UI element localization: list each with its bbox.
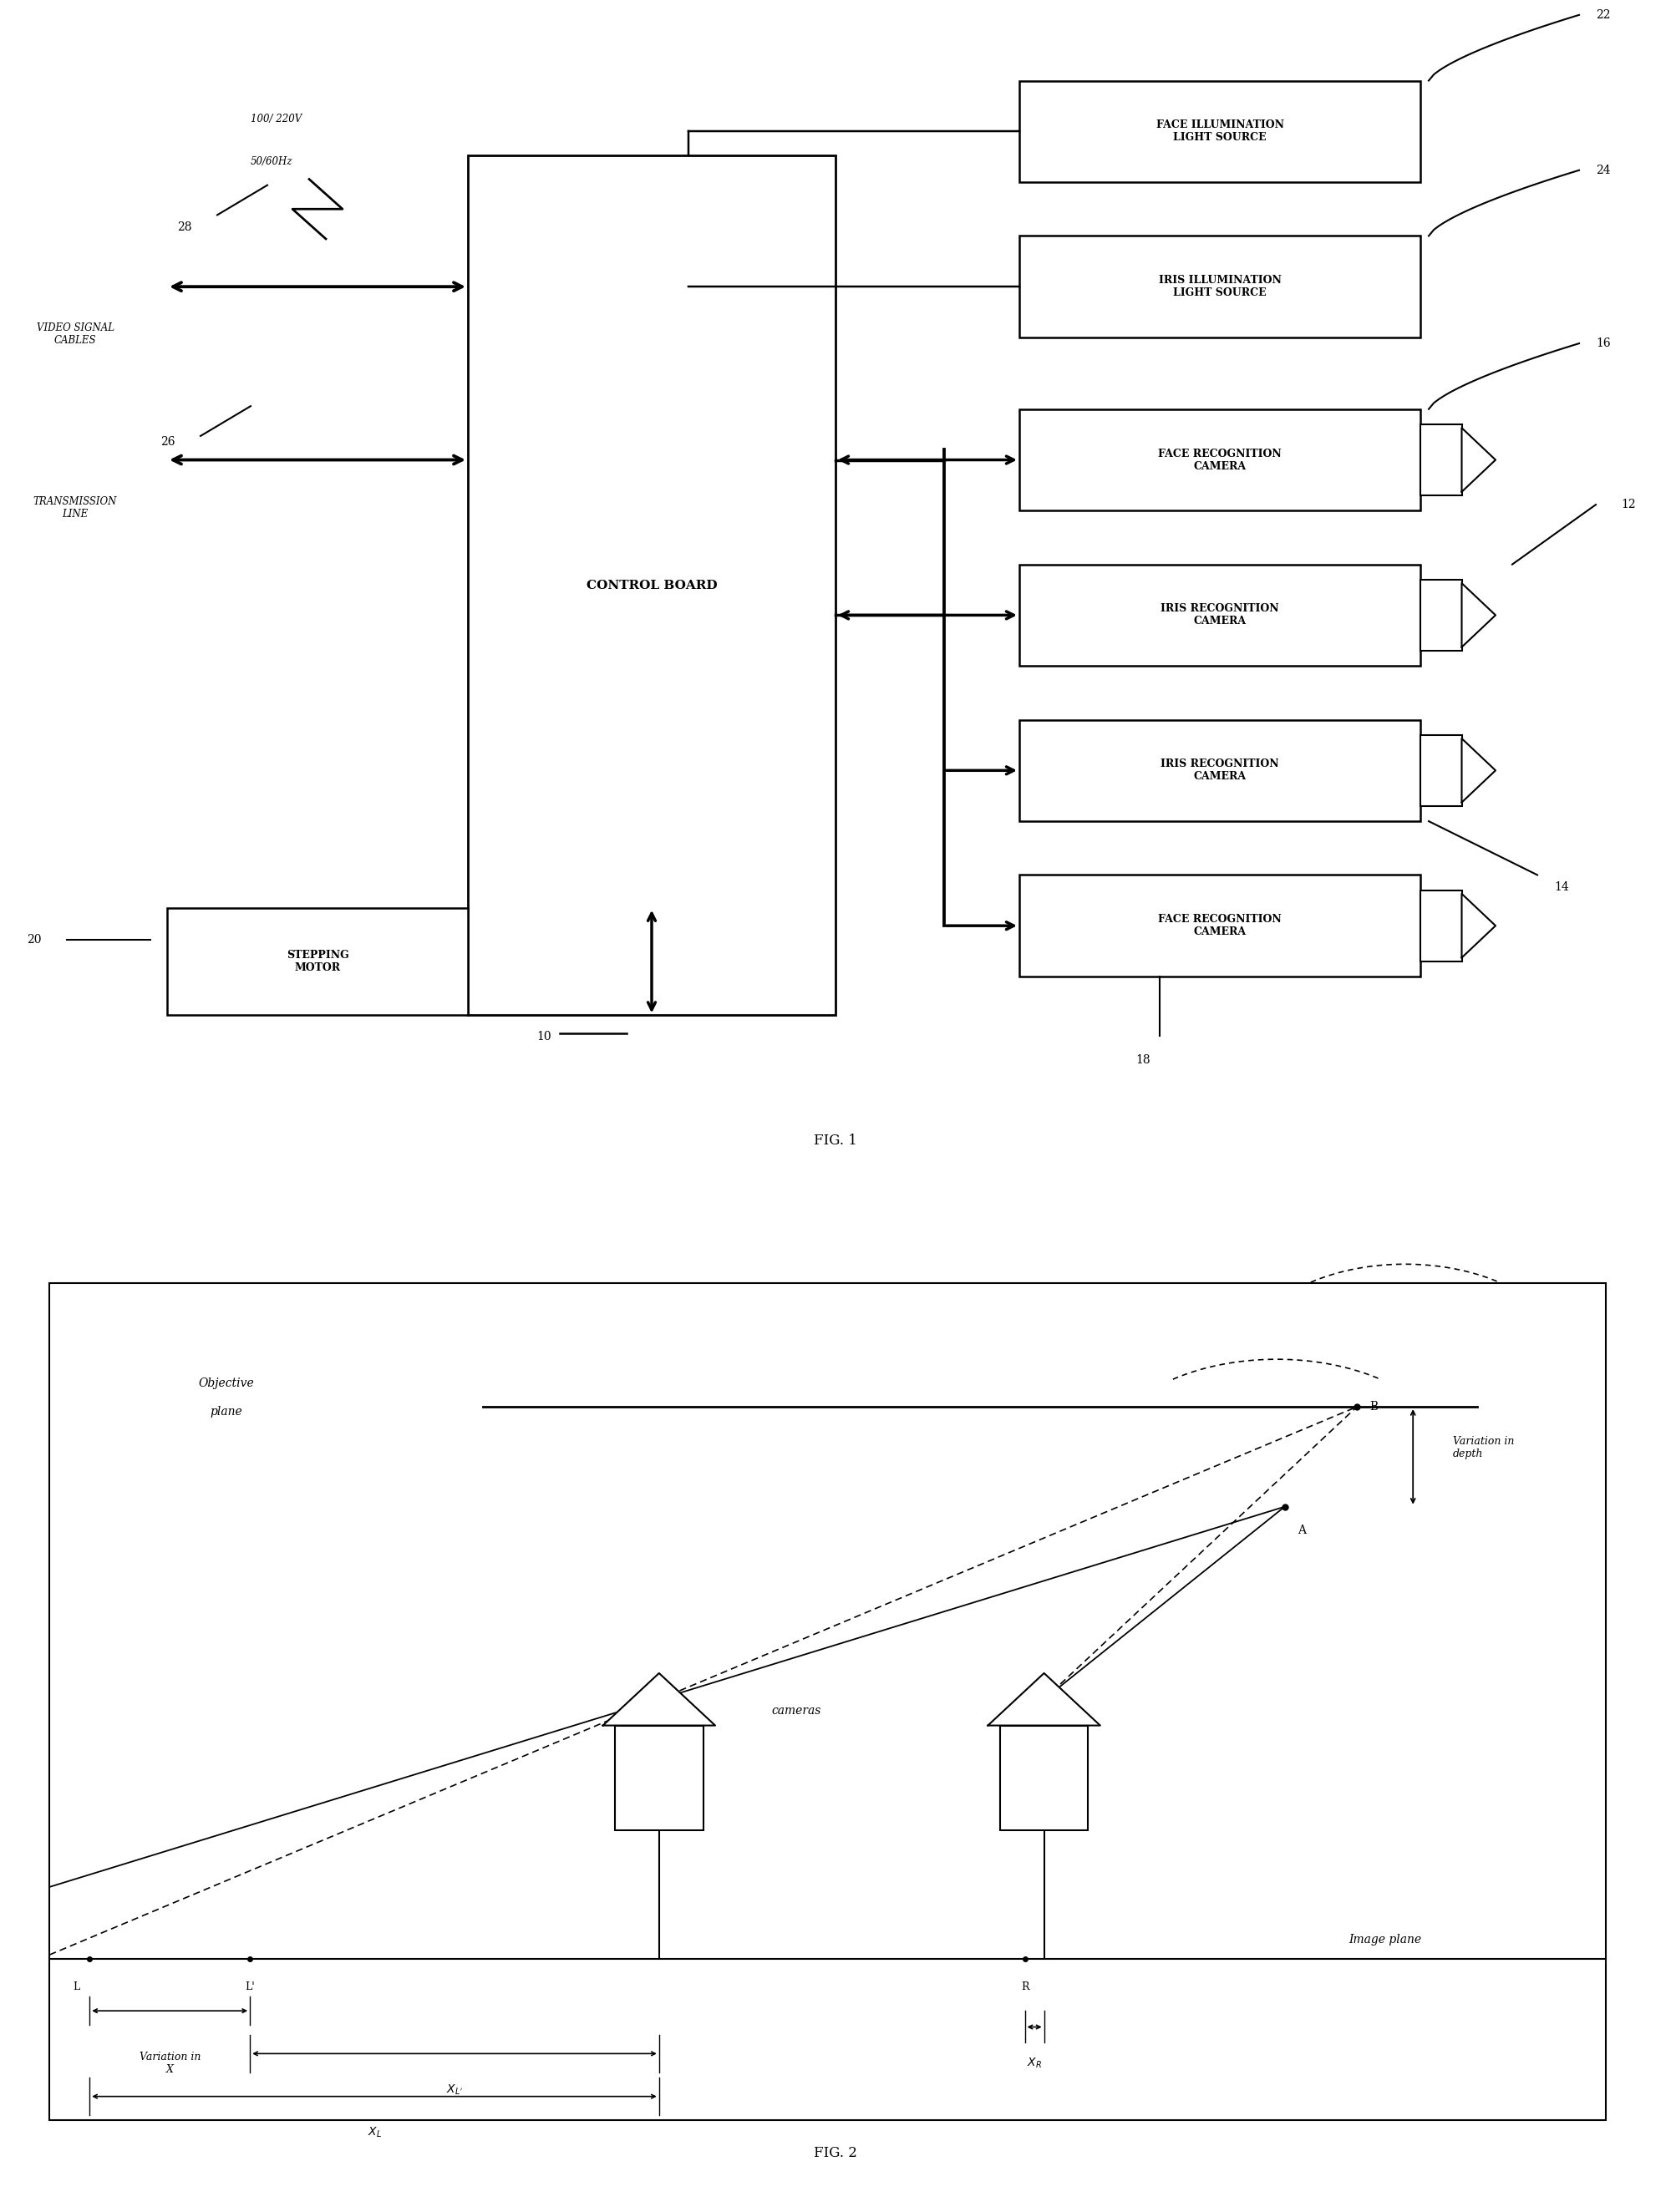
Bar [1019, 409, 1420, 511]
Polygon shape [1462, 584, 1496, 648]
Text: 14: 14 [1554, 880, 1569, 894]
Bar [167, 907, 468, 1015]
Text: A: A [1297, 1524, 1305, 1537]
Text: Variation in
depth: Variation in depth [1454, 1436, 1514, 1460]
Text: $X_{L'}$: $X_{L'}$ [446, 2084, 463, 2097]
Text: IRIS ILLUMINATION
LIGHT SOURCE: IRIS ILLUMINATION LIGHT SOURCE [1158, 274, 1282, 299]
Text: 24: 24 [1596, 164, 1611, 177]
Text: FACE RECOGNITION
CAMERA: FACE RECOGNITION CAMERA [1158, 914, 1282, 938]
Text: 50/60Hz: 50/60Hz [251, 155, 292, 166]
Text: L: L [74, 1982, 80, 1993]
Text: CONTROL BOARD: CONTROL BOARD [587, 580, 717, 591]
Text: Objective: Objective [199, 1378, 254, 1389]
Text: IRIS RECOGNITION
CAMERA: IRIS RECOGNITION CAMERA [1161, 604, 1278, 626]
Bar [1019, 876, 1420, 975]
Polygon shape [1462, 739, 1496, 803]
Bar [1420, 425, 1462, 495]
Bar [50, 1283, 1606, 2119]
Text: 20: 20 [27, 933, 42, 947]
Text: Variation in
X: Variation in X [139, 2051, 201, 2075]
Text: R: R [1021, 1982, 1029, 1993]
Text: 100/ 220V: 100/ 220V [251, 115, 302, 124]
Polygon shape [603, 1672, 715, 1725]
Text: plane: plane [211, 1407, 242, 1418]
Text: L': L' [246, 1982, 256, 1993]
Polygon shape [988, 1672, 1100, 1725]
Text: STEPPING
MOTOR: STEPPING MOTOR [286, 949, 349, 973]
Text: FIG. 2: FIG. 2 [814, 2146, 857, 2161]
Bar [999, 1725, 1088, 1829]
Text: FACE ILLUMINATION
LIGHT SOURCE: FACE ILLUMINATION LIGHT SOURCE [1156, 119, 1283, 144]
Text: 18: 18 [1136, 1055, 1150, 1066]
Bar [615, 1725, 703, 1829]
Text: IRIS RECOGNITION
CAMERA: IRIS RECOGNITION CAMERA [1161, 759, 1278, 783]
Text: 28: 28 [177, 221, 192, 232]
Bar [1420, 580, 1462, 650]
Bar [1420, 889, 1462, 962]
Polygon shape [1462, 894, 1496, 958]
Text: $X_L$: $X_L$ [368, 2126, 381, 2139]
Text: $X_R$: $X_R$ [1028, 2057, 1043, 2070]
Text: B: B [1370, 1400, 1379, 1413]
Text: 26: 26 [160, 436, 175, 447]
Text: cameras: cameras [772, 1705, 820, 1717]
Text: 10: 10 [536, 1031, 551, 1042]
Text: 16: 16 [1596, 338, 1611, 349]
Bar [468, 155, 836, 1015]
Text: VIDEO SIGNAL
CABLES: VIDEO SIGNAL CABLES [37, 323, 114, 345]
Bar [1019, 80, 1420, 181]
Bar [1420, 734, 1462, 805]
Bar [1019, 719, 1420, 821]
Polygon shape [1462, 427, 1496, 491]
Text: Image plane: Image plane [1348, 1933, 1422, 1944]
Bar [1019, 237, 1420, 338]
Text: 12: 12 [1621, 500, 1636, 511]
Text: FACE RECOGNITION
CAMERA: FACE RECOGNITION CAMERA [1158, 449, 1282, 471]
Text: 22: 22 [1596, 9, 1611, 20]
Text: TRANSMISSION
LINE: TRANSMISSION LINE [33, 495, 117, 520]
Bar [1019, 564, 1420, 666]
Text: FIG. 1: FIG. 1 [814, 1133, 857, 1148]
